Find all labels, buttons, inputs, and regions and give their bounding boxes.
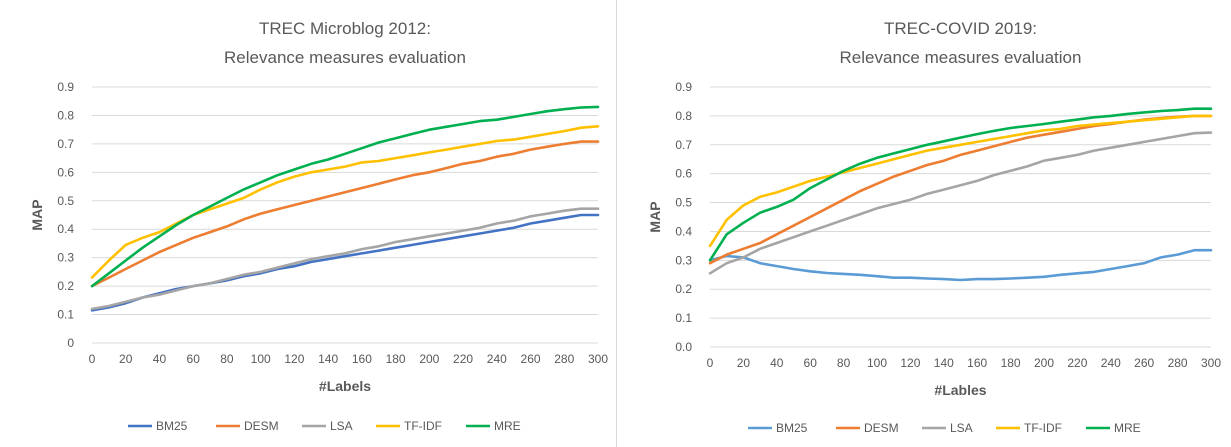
x-tick-label: 140 xyxy=(318,352,338,366)
legend-label-lsa: LSA xyxy=(950,421,973,435)
x-tick-label: 100 xyxy=(251,352,271,366)
y-tick-label: 0.7 xyxy=(675,138,692,152)
y-tick-label: 0.6 xyxy=(675,167,692,181)
x-tick-label: 180 xyxy=(1001,356,1021,370)
x-axis-label: #Lables xyxy=(934,382,986,398)
chart-svg-covid: TREC-COVID 2019: Relevance measures evalu… xyxy=(647,19,1221,435)
chart-panel-covid: TREC-COVID 2019: Relevance measures evalu… xyxy=(618,0,1231,447)
chart-panel-microblog: TREC Microblog 2012: Relevance measures e… xyxy=(29,0,617,447)
x-tick-label: 60 xyxy=(804,356,818,370)
y-tick-label: 0.4 xyxy=(57,222,74,236)
legend-label-desm: DESM xyxy=(244,419,279,433)
legend-label-lsa: LSA xyxy=(330,419,353,433)
legend-label-tf-idf: TF-IDF xyxy=(404,419,442,433)
x-tick-label: 300 xyxy=(588,352,608,366)
x-tick-label: 260 xyxy=(1134,356,1154,370)
chart-svg-microblog: TREC Microblog 2012: Relevance measures e… xyxy=(29,19,608,433)
legend-label-mre: MRE xyxy=(1114,421,1141,435)
y-tick-label: 0.8 xyxy=(675,109,692,123)
y-tick-label: 0.6 xyxy=(57,165,74,179)
chart-title-line-1: TREC Microblog 2012: xyxy=(259,19,431,38)
series-line-lsa xyxy=(708,131,1213,275)
x-tick-label: 140 xyxy=(934,356,954,370)
y-tick-label: 0.1 xyxy=(675,311,692,325)
y-tick-label: 0.1 xyxy=(57,308,74,322)
chart-title-line-2: Relevance measures evaluation xyxy=(224,48,466,67)
y-tick-label: 0.2 xyxy=(57,279,74,293)
series-line-tf-idf xyxy=(708,114,1213,248)
x-tick-label: 20 xyxy=(119,352,133,366)
x-tick-label: 240 xyxy=(1101,356,1121,370)
x-tick-label: 0 xyxy=(707,356,714,370)
y-tick-label: 0.3 xyxy=(57,251,74,265)
legend-label-mre: MRE xyxy=(494,419,521,433)
series-line-bm25 xyxy=(708,248,1213,282)
x-tick-label: 120 xyxy=(284,352,304,366)
x-tick-label: 60 xyxy=(187,352,201,366)
y-axis-label: MAP xyxy=(29,199,45,230)
y-tick-label: 0.0 xyxy=(675,340,692,354)
x-tick-label: 200 xyxy=(419,352,439,366)
series-line-bm25 xyxy=(90,213,600,312)
x-tick-label: 120 xyxy=(900,356,920,370)
series-line-desm xyxy=(90,140,600,288)
x-tick-label: 280 xyxy=(554,352,574,366)
x-tick-label: 220 xyxy=(1067,356,1087,370)
x-tick-label: 100 xyxy=(867,356,887,370)
x-tick-label: 0 xyxy=(89,352,96,366)
y-tick-label: 0.4 xyxy=(675,224,692,238)
x-tick-label: 160 xyxy=(352,352,372,366)
y-tick-label: 0.5 xyxy=(675,196,692,210)
x-axis-label: #Labels xyxy=(319,378,371,394)
x-tick-label: 40 xyxy=(770,356,784,370)
x-tick-label: 180 xyxy=(386,352,406,366)
x-tick-label: 80 xyxy=(837,356,851,370)
series-line-mre xyxy=(708,107,1213,262)
x-tick-label: 300 xyxy=(1201,356,1221,370)
series-line-lsa xyxy=(90,207,600,311)
y-tick-label: 0.9 xyxy=(57,80,74,94)
x-tick-label: 240 xyxy=(487,352,507,366)
x-tick-label: 20 xyxy=(737,356,751,370)
x-tick-label: 200 xyxy=(1034,356,1054,370)
series-line-mre xyxy=(90,105,600,288)
legend-label-bm25: BM25 xyxy=(156,419,188,433)
x-tick-label: 260 xyxy=(521,352,541,366)
y-axis-label: MAP xyxy=(647,201,663,232)
x-tick-label: 220 xyxy=(453,352,473,366)
x-tick-label: 40 xyxy=(153,352,167,366)
chart-title-line-1: TREC-COVID 2019: xyxy=(884,19,1037,38)
y-tick-label: 0.7 xyxy=(57,137,74,151)
x-tick-label: 80 xyxy=(220,352,234,366)
legend-label-bm25: BM25 xyxy=(776,421,808,435)
y-tick-label: 0.8 xyxy=(57,108,74,122)
y-tick-label: 0.3 xyxy=(675,253,692,267)
legend-label-tf-idf: TF-IDF xyxy=(1024,421,1062,435)
y-tick-label: 0.2 xyxy=(675,282,692,296)
chart-title-line-2: Relevance measures evaluation xyxy=(840,48,1082,67)
x-tick-label: 160 xyxy=(967,356,987,370)
y-tick-label: 0.9 xyxy=(675,80,692,94)
x-tick-label: 280 xyxy=(1168,356,1188,370)
y-tick-label: 0.5 xyxy=(57,194,74,208)
legend-label-desm: DESM xyxy=(864,421,899,435)
y-tick-label: 0 xyxy=(67,336,74,350)
